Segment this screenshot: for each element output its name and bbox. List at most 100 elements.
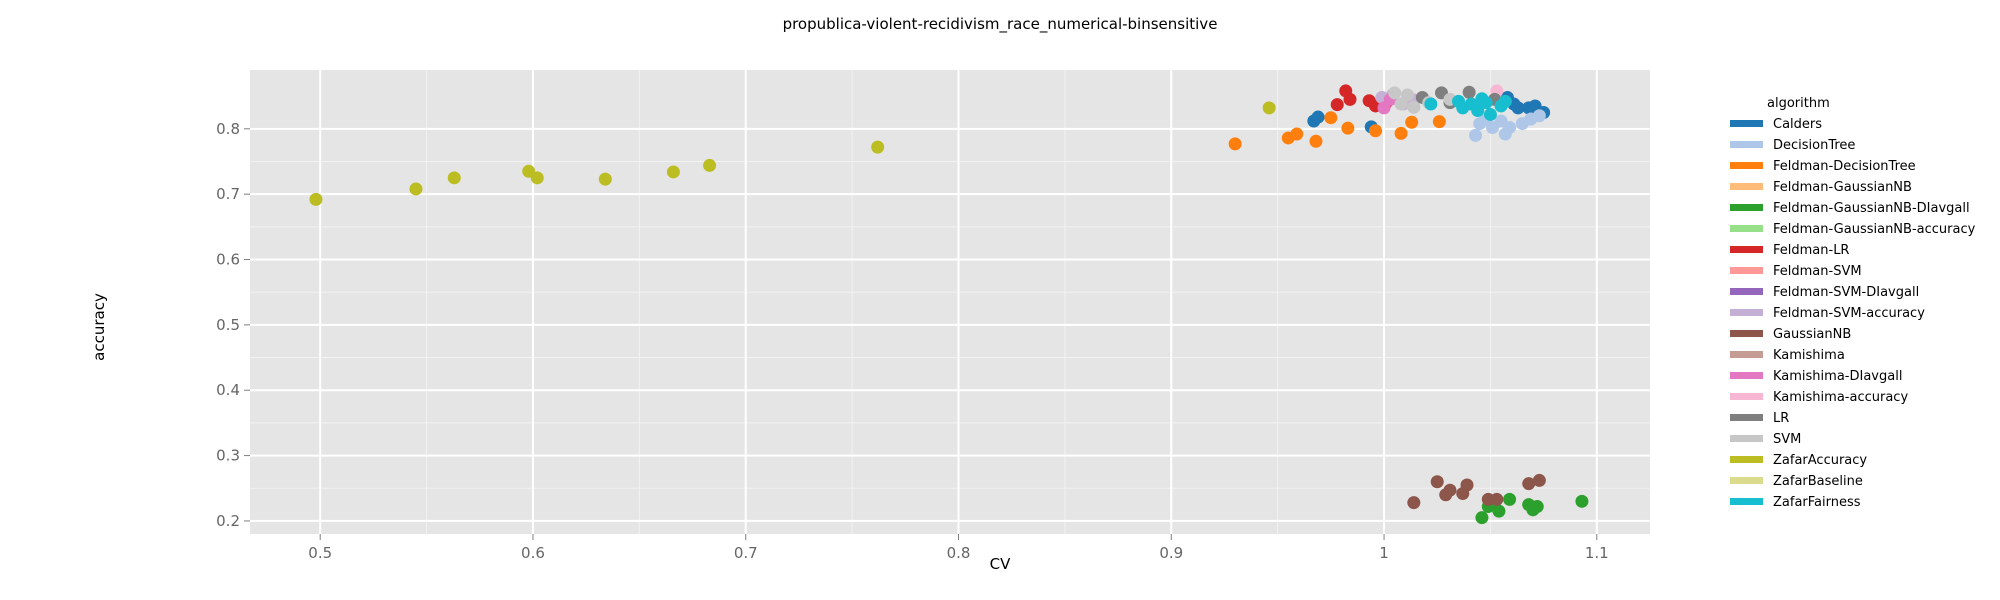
legend-label: Feldman-SVM-accuracy bbox=[1773, 306, 1925, 321]
legend-swatch bbox=[1730, 477, 1763, 484]
legend-swatch bbox=[1730, 351, 1763, 358]
point-zafaraccuracy bbox=[409, 182, 423, 196]
legend-label: Feldman-SVM bbox=[1773, 264, 1862, 279]
point-feldman-decisiontree bbox=[1228, 137, 1242, 151]
point-zafarfairness bbox=[1471, 104, 1485, 118]
legend-swatch bbox=[1730, 309, 1763, 316]
legend-label: Calders bbox=[1773, 117, 1822, 132]
point-feldman-decisiontree bbox=[1369, 124, 1383, 138]
legend-label: Kamishima bbox=[1773, 348, 1845, 363]
point-gaussiannb bbox=[1522, 477, 1536, 491]
point-feldman-gaussiannb-diavgall bbox=[1492, 504, 1506, 518]
legend-label: LR bbox=[1773, 411, 1789, 426]
point-svm bbox=[1388, 86, 1402, 100]
legend-swatch bbox=[1730, 288, 1763, 295]
legend: algorithm Calders DecisionTree Feldman-Dec… bbox=[1730, 96, 1976, 510]
point-feldman-gaussiannb-diavgall bbox=[1530, 500, 1544, 514]
legend-swatch bbox=[1730, 120, 1763, 127]
legend-label: Feldman-GaussianNB-DIavgall bbox=[1773, 201, 1970, 216]
major-gridlines bbox=[250, 70, 1650, 534]
point-zafarfairness bbox=[1483, 107, 1497, 121]
point-gaussiannb bbox=[1430, 475, 1444, 489]
legend-swatch bbox=[1730, 162, 1763, 169]
point-feldman-decisiontree bbox=[1324, 111, 1338, 125]
legend-swatch bbox=[1730, 225, 1763, 232]
point-gaussiannb bbox=[1532, 473, 1546, 487]
point-svm bbox=[1394, 97, 1408, 111]
x-tick-label: 1.1 bbox=[1585, 544, 1609, 562]
legend-label: Kamishima-DIavgall bbox=[1773, 369, 1902, 384]
legend-label: Feldman-SVM-DIavgall bbox=[1773, 285, 1919, 300]
point-gaussiannb bbox=[1460, 478, 1474, 492]
x-axis-title: CV bbox=[990, 555, 1011, 573]
legend-swatch bbox=[1730, 330, 1763, 337]
point-lr bbox=[1462, 85, 1476, 99]
legend-swatch bbox=[1730, 183, 1763, 190]
axis-ticks: 0.5 0.6 0.7 0.8 0.9 1 1.1 0.2 0.3 0.4 0.5 0.6 0.7 0.8 bbox=[216, 120, 1609, 562]
legend-swatch bbox=[1730, 267, 1763, 274]
point-gaussiannb bbox=[1490, 492, 1504, 506]
x-tick-label: 0.9 bbox=[1159, 544, 1183, 562]
point-feldman-decisiontree bbox=[1290, 127, 1304, 141]
legend-swatch bbox=[1730, 141, 1763, 148]
minor-gridlines bbox=[250, 70, 1650, 534]
point-zafaraccuracy bbox=[703, 158, 717, 172]
legend-label: ZafarFairness bbox=[1773, 495, 1861, 510]
point-calders bbox=[1311, 110, 1325, 124]
legend-label: Feldman-GaussianNB-accuracy bbox=[1773, 222, 1976, 237]
legend-label: ZafarBaseline bbox=[1773, 474, 1863, 489]
point-feldman-decisiontree bbox=[1432, 115, 1446, 129]
point-decisiontree bbox=[1532, 109, 1546, 123]
y-tick-label: 0.6 bbox=[216, 251, 240, 269]
y-tick-label: 0.2 bbox=[216, 512, 240, 530]
legend-swatch bbox=[1730, 393, 1763, 400]
x-tick-label: 0.7 bbox=[734, 544, 758, 562]
legend-swatch bbox=[1730, 246, 1763, 253]
legend-label: Feldman-DecisionTree bbox=[1773, 159, 1916, 174]
point-feldman-lr bbox=[1343, 92, 1357, 106]
point-feldman-decisiontree bbox=[1309, 134, 1323, 148]
point-zafarfairness bbox=[1424, 97, 1438, 111]
y-tick-label: 0.5 bbox=[216, 316, 240, 334]
data-points bbox=[309, 84, 1589, 525]
x-tick-label: 1 bbox=[1379, 544, 1389, 562]
legend-swatch bbox=[1730, 414, 1763, 421]
legend-label: DecisionTree bbox=[1773, 138, 1855, 153]
point-feldman-gaussiannb-diavgall bbox=[1575, 494, 1589, 508]
point-decisiontree bbox=[1503, 121, 1517, 135]
y-tick-label: 0.3 bbox=[216, 447, 240, 465]
legend-label: ZafarAccuracy bbox=[1773, 453, 1867, 468]
legend-label: SVM bbox=[1773, 432, 1801, 447]
point-decisiontree bbox=[1469, 128, 1483, 142]
legend-label: Feldman-GaussianNB bbox=[1773, 180, 1912, 195]
point-zafaraccuracy bbox=[1262, 101, 1276, 115]
point-zafaraccuracy bbox=[447, 171, 461, 185]
point-gaussiannb bbox=[1443, 483, 1457, 497]
point-calders bbox=[1511, 101, 1525, 115]
x-tick-label: 0.5 bbox=[308, 544, 332, 562]
point-gaussiannb bbox=[1407, 496, 1421, 510]
legend-swatch bbox=[1730, 456, 1763, 463]
y-tick-label: 0.4 bbox=[216, 381, 240, 399]
plot-panel bbox=[250, 70, 1650, 534]
point-feldman-decisiontree bbox=[1394, 126, 1408, 140]
point-zafarfairness bbox=[1479, 96, 1493, 110]
legend-label: GaussianNB bbox=[1773, 327, 1851, 342]
y-tick-label: 0.8 bbox=[216, 120, 240, 138]
x-tick-label: 0.8 bbox=[947, 544, 971, 562]
point-zafaraccuracy bbox=[598, 172, 612, 186]
legend-swatch bbox=[1730, 498, 1763, 505]
point-zafaraccuracy bbox=[871, 140, 885, 154]
legend-label: Feldman-LR bbox=[1773, 243, 1849, 258]
legend-label: Kamishima-accuracy bbox=[1773, 390, 1908, 405]
legend-title: algorithm bbox=[1767, 96, 1830, 111]
x-tick-label: 0.6 bbox=[521, 544, 545, 562]
y-tick-label: 0.7 bbox=[216, 185, 240, 203]
y-axis-title: accuracy bbox=[90, 293, 108, 361]
point-feldman-gaussiannb-diavgall bbox=[1503, 492, 1517, 506]
point-zafarfairness bbox=[1498, 94, 1512, 108]
point-zafaraccuracy bbox=[666, 165, 680, 179]
point-zafaraccuracy bbox=[309, 192, 323, 206]
point-feldman-decisiontree bbox=[1341, 121, 1355, 135]
